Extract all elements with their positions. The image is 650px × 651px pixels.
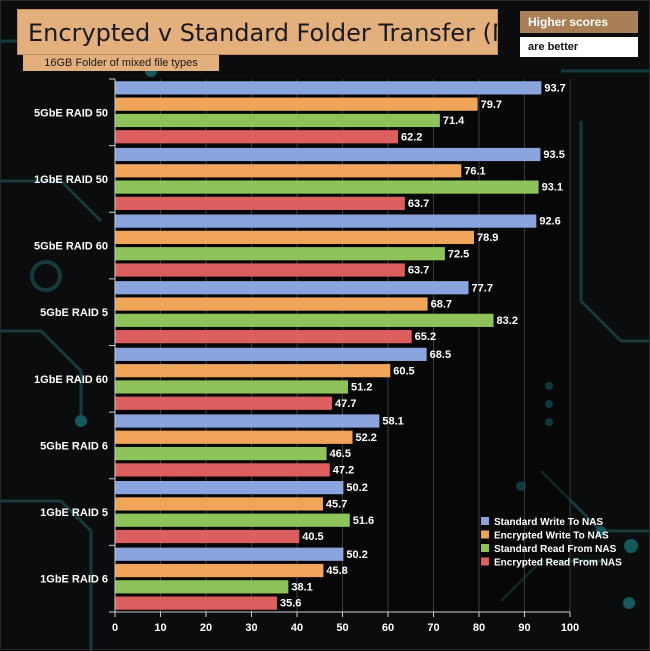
bar [115,196,405,210]
higher-scores-note: Higher scores [520,11,638,33]
x-tick-label: 0 [112,622,118,634]
data-label: 52.2 [356,432,377,444]
category-label: 5GbE RAID 50 [34,107,108,119]
legend-label: Encrypted Write To NAS [494,531,609,542]
bar [115,347,427,361]
bar [115,580,289,594]
data-label: 63.7 [408,265,429,277]
category-label: 5GbE RAID 6 [40,440,108,452]
data-label: 79.7 [481,99,502,111]
bar [115,263,405,277]
data-label: 83.2 [497,315,518,327]
bar [115,147,541,162]
category-label: 1GbE RAID 60 [34,374,108,386]
bar [115,247,445,261]
bar [115,529,300,544]
data-label: 35.6 [280,598,301,610]
data-label: 72.5 [448,248,469,260]
bar [115,396,333,410]
bar [115,180,539,194]
data-label: 62.2 [401,131,422,143]
data-label: 71.4 [443,115,465,127]
bar [115,281,469,295]
bar [115,430,353,444]
bar [115,547,344,561]
bar [115,330,412,344]
data-label: 92.6 [539,216,560,228]
data-label: 77.7 [472,282,493,294]
data-label: 76.1 [464,165,485,177]
chart-subtitle: 16GB Folder of mixed file types [23,55,219,71]
data-label: 78.9 [477,232,498,244]
legend-label: Standard Read From NAS [494,544,617,555]
x-tick-label: 60 [382,622,394,634]
legend-swatch [481,544,489,552]
bar [115,97,478,111]
data-label: 51.2 [351,382,372,394]
data-label: 65.2 [415,331,436,343]
bar [115,214,537,228]
legend-swatch [481,517,489,525]
data-label: 68.7 [431,299,452,311]
category-label: 5GbE RAID 5 [40,307,108,319]
x-tick-label: 40 [291,622,303,634]
data-label: 45.7 [326,499,347,511]
bar [115,297,428,311]
x-tick-label: 70 [427,622,439,634]
category-label: 1GbE RAID 6 [40,574,108,586]
bar [115,81,542,95]
legend-swatch [481,530,489,539]
bar [115,596,277,610]
bar [115,364,391,378]
bar [115,130,399,144]
data-label: 63.7 [408,198,429,210]
data-label: 40.5 [302,531,323,543]
legend-label: Encrypted Read From NAS [494,558,622,569]
data-label: 51.6 [353,515,374,527]
data-label: 93.1 [542,182,563,194]
bar [115,513,350,527]
data-label: 58.1 [382,416,403,428]
category-label: 1GbE RAID 5 [40,507,108,519]
x-tick-label: 10 [154,622,166,634]
x-tick-label: 80 [473,622,485,634]
x-tick-label: 50 [336,622,348,634]
data-label: 60.5 [393,365,414,377]
data-label: 47.7 [335,398,356,410]
data-label: 46.5 [330,448,351,460]
bar [115,380,348,394]
legend-label: Standard Write To NAS [494,517,603,528]
data-label: 38.1 [291,581,312,593]
data-label: 50.2 [346,482,367,494]
bar [115,230,474,245]
bar [115,414,380,428]
x-tick-label: 20 [200,622,212,634]
x-tick-label: 100 [561,622,579,634]
data-label: 68.5 [430,349,451,361]
x-tick-label: 90 [518,622,530,634]
category-label: 1GbE RAID 50 [34,174,108,186]
bar [115,563,324,578]
bar [115,481,344,495]
bar [115,497,323,511]
bar [115,463,330,477]
category-label: 5GbE RAID 60 [34,241,108,253]
data-label: 50.2 [346,549,367,561]
bar [115,446,327,461]
chart-title: Encrypted v Standard Folder Transfer (MB… [17,9,498,55]
bar [115,113,440,128]
data-label: 93.5 [543,149,564,161]
bar [115,313,494,327]
data-label: 47.2 [333,464,354,476]
bar [115,164,462,178]
are-better-note: are better [520,37,638,57]
data-label: 45.8 [326,565,347,577]
x-tick-label: 30 [245,622,257,634]
data-label: 93.7 [544,82,565,94]
legend-swatch [481,557,489,566]
